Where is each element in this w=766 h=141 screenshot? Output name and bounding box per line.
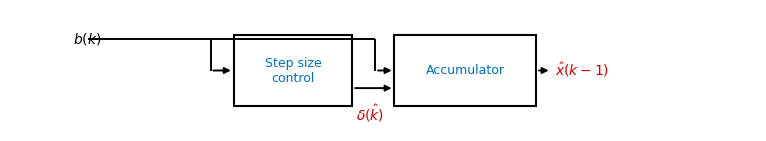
Text: $b(k)$: $b(k)$ — [73, 31, 101, 48]
Text: Accumulator: Accumulator — [426, 64, 505, 77]
Text: $\delta(\hat{k})$: $\delta(\hat{k})$ — [356, 103, 385, 124]
Bar — [234, 35, 352, 106]
Bar — [394, 35, 536, 106]
Text: Step size
control: Step size control — [264, 57, 322, 84]
Text: $\hat{x}(k-1)$: $\hat{x}(k-1)$ — [555, 61, 610, 79]
